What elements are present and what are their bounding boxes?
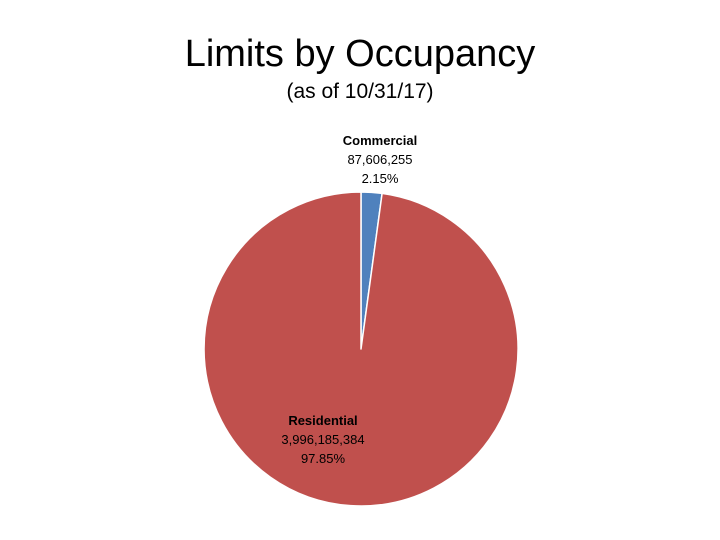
- pie-slice-residential: [203, 191, 519, 507]
- pie-slices: [203, 191, 519, 507]
- data-label-commercial-value: 87,606,255: [347, 152, 413, 167]
- data-label-commercial-name: Commercial: [342, 133, 418, 148]
- data-label-residential-name: Residential: [288, 413, 358, 428]
- data-label-commercial: Commercial 87,606,255 2.15%: [300, 131, 460, 188]
- data-label-residential-value: 3,996,185,384: [281, 432, 365, 447]
- chart-title: Limits by Occupancy: [184, 33, 536, 75]
- data-label-residential-percent: 97.85%: [300, 451, 346, 466]
- chart-subtitle: (as of 10/31/17): [286, 80, 434, 103]
- data-label-commercial-percent: 2.15%: [361, 171, 399, 186]
- data-label-residential: Residential 3,996,185,384 97.85%: [243, 411, 403, 468]
